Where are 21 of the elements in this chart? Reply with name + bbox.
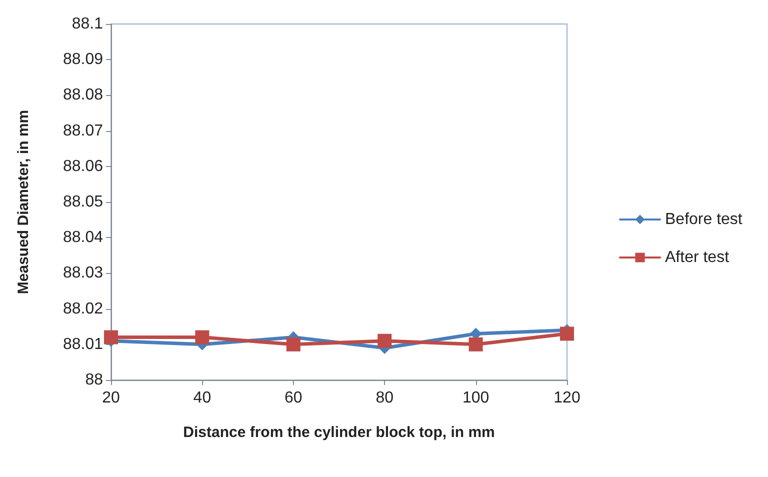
y-axis-title: Measued Diameter, in mm: [15, 110, 32, 294]
legend-label: Before test: [665, 211, 743, 228]
y-tick-label: 88.1: [72, 16, 104, 32]
y-tick-label: 88.08: [62, 86, 104, 104]
x-tick-label: 120: [554, 390, 580, 406]
y-tick-label: 88.05: [62, 194, 104, 210]
x-tick-label: 60: [284, 390, 302, 406]
y-tick-label: 88.07: [62, 122, 104, 140]
x-tick-label: 40: [193, 390, 212, 406]
y-tick-label: 88.06: [62, 158, 104, 175]
x-tick-label: 20: [102, 390, 120, 406]
y-tick-label: 88.09: [62, 51, 104, 68]
y-tick-label: 88.02: [62, 300, 104, 318]
x-tick-label: 100: [462, 390, 490, 406]
x-axis-title: Distance from the cylinder block top, in mm: [183, 424, 495, 441]
legend-label: After test: [665, 249, 730, 266]
y-tick-label: 88.01: [62, 336, 104, 353]
y-tick-label: 88.04: [62, 229, 104, 246]
y-tick-label: 88: [85, 372, 104, 388]
y-tick-label: 88.03: [62, 264, 104, 282]
x-tick-label: 80: [376, 390, 394, 406]
